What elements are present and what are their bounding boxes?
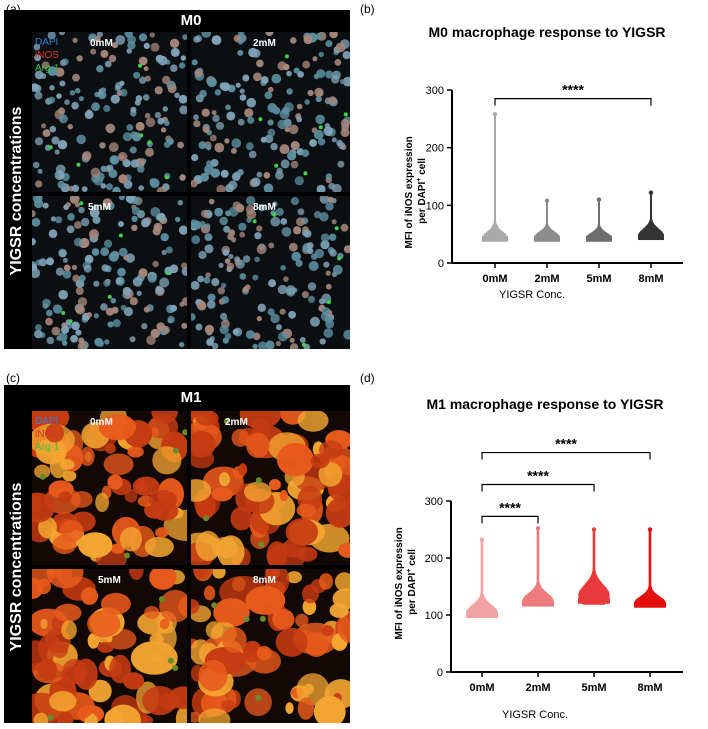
- micrograph-tile-2mm: 2mM: [191, 411, 350, 565]
- legend-inos: iNOS: [35, 50, 59, 61]
- max-point-2mM: [535, 526, 541, 531]
- y-tick-label: 0: [437, 667, 443, 679]
- panel-label-b: (b): [360, 2, 375, 16]
- y-tick-label: 300: [425, 496, 443, 508]
- y-axis-title-sup: +: [416, 178, 423, 182]
- max-point-2mM: [544, 198, 550, 203]
- y-axis-title-line2: per DAPI: [417, 181, 428, 223]
- x-tick-label: 5mM: [581, 682, 606, 694]
- significance-bracket: [481, 483, 595, 492]
- y-axis-title-sup: +: [406, 569, 413, 573]
- x-tick-label: 5mM: [586, 273, 611, 285]
- legend-arg1: Arg-1: [35, 63, 60, 74]
- y-axis-title-line2: per DAPI: [407, 572, 418, 614]
- tile-concentration-label: 5mM: [88, 202, 111, 213]
- micrograph-image: [32, 196, 187, 349]
- legend-dapi: DAPI: [35, 416, 59, 427]
- channel-legend: DAPI iNOS Arg-1: [35, 415, 59, 454]
- x-axis-title: YIGSR Conc.: [499, 289, 565, 301]
- y-axis-title-tail: cell: [407, 549, 418, 569]
- y-axis-title: MFI of iNOS expression per DAPI+ cell: [404, 133, 428, 248]
- x-tick-label: 8mM: [638, 273, 663, 285]
- y-axis-title-tail: cell: [417, 158, 428, 178]
- tile-concentration-label: 0mM: [90, 417, 113, 428]
- y-tick-label: 100: [426, 200, 444, 212]
- micrograph-image: [191, 32, 350, 192]
- y-axis-title-line1: MFI of iNOS expression: [394, 527, 405, 639]
- significance-stars: ****: [555, 436, 577, 452]
- baseline-band-0mM: [466, 612, 498, 618]
- x-tick-label: 2mM: [534, 273, 559, 285]
- micrograph-panel-m1: M1 YIGSR concentrations DAPI iNOS Arg-1 …: [4, 385, 350, 723]
- micrograph-tile-5mm: 5mM: [32, 569, 187, 723]
- tile-concentration-label: 2mM: [253, 38, 276, 49]
- baseline-band-8mM: [638, 234, 664, 241]
- micrograph-image: [32, 569, 187, 723]
- y-tick-label: 200: [425, 553, 443, 565]
- baseline-band-2mM: [534, 235, 560, 242]
- micrograph-image: [191, 196, 350, 349]
- micrograph-panel-m0: M0 YIGSR concentrations DAPI iNOS Arg-1 …: [4, 10, 350, 349]
- micrograph-side-label: YIGSR concentrations: [4, 32, 30, 349]
- micrograph-tile-2mm: 2mM: [191, 32, 350, 192]
- micrograph-image: [32, 411, 187, 565]
- x-tick-label: 0mM: [469, 682, 494, 694]
- significance-bracket: [494, 98, 652, 106]
- micrograph-title: M1: [32, 385, 350, 411]
- x-tick-label: 8mM: [637, 682, 662, 694]
- y-tick-label: 100: [425, 610, 443, 622]
- chart-title: M0 macrophage response to YIGSR: [428, 24, 665, 40]
- panel-label-c: (c): [6, 371, 20, 385]
- micrograph-title: M0: [32, 10, 350, 32]
- panel-label-d: (d): [360, 371, 375, 385]
- baseline-band-8mM: [634, 601, 666, 608]
- tile-concentration-label: 8mM: [253, 575, 276, 586]
- legend-arg1: Arg-1: [35, 442, 60, 453]
- y-tick-label: 300: [426, 85, 444, 97]
- max-point-0mM: [479, 537, 485, 542]
- y-tick-label: 200: [426, 143, 444, 155]
- micrograph-side-label: YIGSR concentrations: [4, 411, 30, 723]
- chart-title: M1 macrophage response to YIGSR: [426, 396, 663, 412]
- tile-concentration-label: 2mM: [225, 417, 248, 428]
- max-point-5mM: [591, 527, 597, 532]
- max-point-8mM: [648, 190, 654, 195]
- x-tick-label: 2mM: [525, 682, 550, 694]
- micrograph-image: [191, 411, 350, 565]
- micrograph-tile-0mm: DAPI iNOS Arg-1 0mM: [32, 32, 187, 192]
- tile-concentration-label: 0mM: [90, 38, 113, 49]
- tile-concentration-label: 5mM: [98, 575, 121, 586]
- y-axis-title-line1: MFI of iNOS expression: [404, 136, 415, 248]
- max-point-0mM: [492, 112, 498, 117]
- max-point-8mM: [647, 527, 653, 532]
- tile-concentration-label: 8mM: [253, 202, 276, 213]
- micrograph-image: [191, 569, 350, 723]
- micrograph-tile-0mm: DAPI iNOS Arg-1 0mM: [32, 411, 187, 565]
- significance-bracket: [481, 515, 539, 524]
- channel-legend: DAPI iNOS Arg-1: [35, 36, 59, 75]
- baseline-band-0mM: [482, 235, 508, 242]
- baseline-band-5mM: [578, 597, 610, 604]
- micrograph-image: [32, 32, 187, 192]
- micrograph-tile-5mm: 5mM: [32, 196, 187, 349]
- legend-inos: iNOS: [35, 429, 59, 440]
- significance-stars: ****: [527, 467, 549, 483]
- micrograph-tile-8mm: 8mM: [191, 569, 350, 723]
- x-tick-label: 0mM: [482, 273, 507, 285]
- micrograph-tile-8mm: 8mM: [191, 196, 350, 349]
- baseline-band-2mM: [522, 600, 554, 607]
- chart-m1-inos: M1 macrophage response to YIGSR 0 100 200 3…: [394, 396, 683, 721]
- y-axis-title: MFI of iNOS expression per DAPI+ cell: [394, 524, 418, 639]
- legend-dapi: DAPI: [35, 37, 59, 48]
- chart-m0-inos: M0 macrophage response to YIGSR 0 100 200 3…: [404, 24, 683, 301]
- significance-stars: ****: [562, 82, 584, 98]
- x-axis-title: YIGSR Conc.: [502, 709, 568, 721]
- y-tick-label: 0: [438, 258, 444, 270]
- baseline-band-5mM: [586, 235, 612, 242]
- significance-stars: ****: [499, 499, 521, 515]
- significance-bracket: [481, 451, 651, 460]
- max-point-5mM: [596, 197, 602, 202]
